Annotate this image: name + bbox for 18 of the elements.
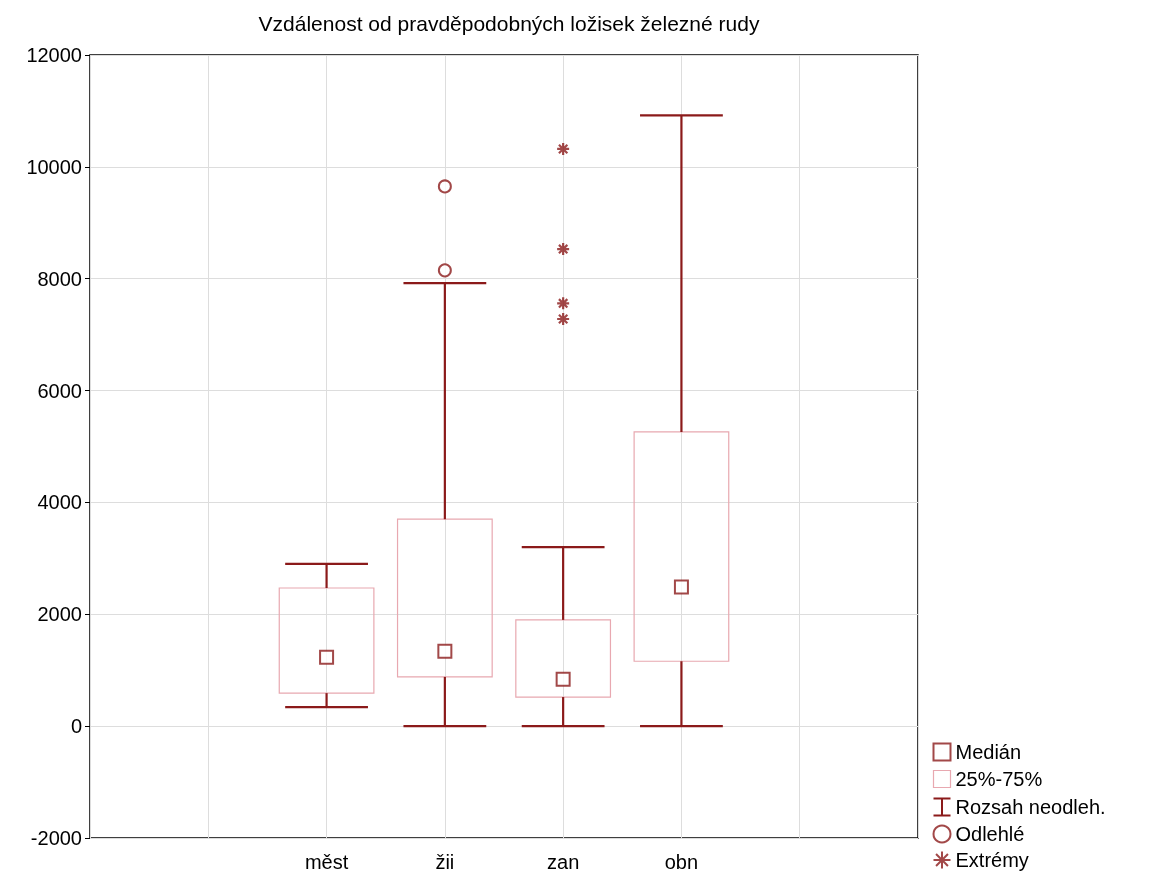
- legend-label: 25%-75%: [955, 768, 1043, 790]
- x-tick-label: zan: [547, 851, 580, 873]
- x-tick-label: obn: [664, 851, 699, 873]
- y-tick-label: 0: [70, 715, 82, 738]
- y-tick-label: 6000: [37, 379, 82, 402]
- x-tick-label: žii: [435, 851, 455, 873]
- legend-label: Extrémy: [955, 849, 1029, 871]
- y-tick-label: -2000: [30, 827, 82, 849]
- y-tick-label: 2000: [37, 603, 82, 626]
- legend-label: Medián: [955, 741, 1022, 763]
- y-tick-label: 10000: [26, 155, 82, 178]
- y-tick-label: 4000: [37, 491, 82, 514]
- text: Rozsah neodleh.: [955, 796, 1106, 818]
- x-tick-label: měst: [304, 851, 349, 873]
- y-tick-label: 12000: [26, 44, 82, 66]
- legend-label: Odlehlé: [955, 823, 1025, 845]
- chart-title: Vzdálenost od pravděpodobných ložisek železné rudy: [258, 12, 760, 35]
- y-tick-label: 8000: [37, 267, 82, 290]
